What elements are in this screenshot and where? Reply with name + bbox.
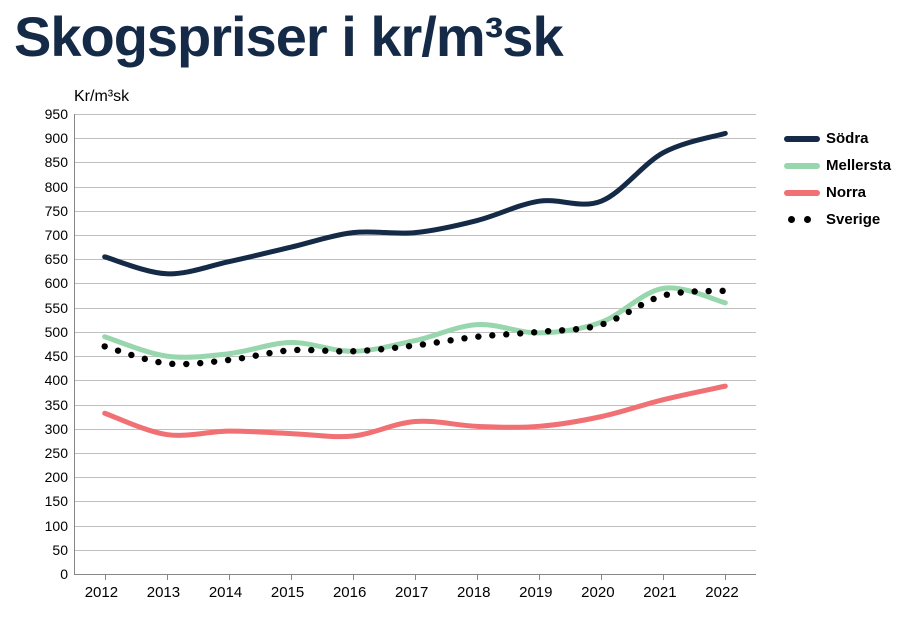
x-tick-label: 2021 <box>643 584 676 601</box>
chart-title: Skogspriser i kr/m³sk <box>14 4 563 69</box>
y-axis-label: Kr/m³sk <box>74 88 129 106</box>
y-tick-label: 100 <box>26 518 68 534</box>
x-tick-label: 2019 <box>519 584 552 601</box>
legend-label: Södra <box>826 130 869 147</box>
x-tick-label: 2016 <box>333 584 366 601</box>
series-mellersta <box>105 288 726 357</box>
y-tick-label: 800 <box>26 179 68 195</box>
y-tick-label: 350 <box>26 397 68 413</box>
legend-label: Norra <box>826 184 866 201</box>
legend-item-mellersta: Mellersta <box>784 157 891 174</box>
y-tick-label: 950 <box>26 106 68 122</box>
legend-item-sodra: Södra <box>784 130 891 147</box>
legend-swatch <box>784 215 820 225</box>
y-tick-label: 400 <box>26 372 68 388</box>
y-tick-label: 750 <box>26 203 68 219</box>
series-norra <box>105 386 726 436</box>
legend: Södra Mellersta Norra Sverige <box>784 130 891 238</box>
x-tick-label: 2015 <box>271 584 304 601</box>
x-tick-label: 2017 <box>395 584 428 601</box>
plot-area <box>74 114 756 574</box>
legend-swatch <box>784 136 820 142</box>
page: Skogspriser i kr/m³sk Kr/m³sk 0 50 100 150 2… <box>0 0 918 632</box>
y-tick-label: 50 <box>26 542 68 558</box>
legend-swatch <box>784 190 820 196</box>
x-axis-line <box>74 574 756 575</box>
legend-label: Mellersta <box>826 157 891 174</box>
x-tick-label: 2022 <box>705 584 738 601</box>
x-tick-label: 2013 <box>147 584 180 601</box>
y-tick-label: 550 <box>26 300 68 316</box>
x-tick-label: 2014 <box>209 584 242 601</box>
y-tick-label: 900 <box>26 130 68 146</box>
x-tick-label: 2018 <box>457 584 490 601</box>
legend-label: Sverige <box>826 211 880 228</box>
series-sodra <box>105 133 726 273</box>
y-tick-label: 300 <box>26 421 68 437</box>
legend-item-norra: Norra <box>784 184 891 201</box>
y-tick-label: 500 <box>26 324 68 340</box>
y-tick-label: 200 <box>26 469 68 485</box>
x-tick-label: 2020 <box>581 584 614 601</box>
legend-swatch <box>784 163 820 169</box>
y-tick-label: 850 <box>26 154 68 170</box>
legend-item-sverige: Sverige <box>784 211 891 228</box>
x-tick-label: 2012 <box>85 584 118 601</box>
y-tick-label: 0 <box>26 566 68 582</box>
y-tick-label: 450 <box>26 348 68 364</box>
y-tick-label: 650 <box>26 251 68 267</box>
y-tick-label: 600 <box>26 275 68 291</box>
y-tick-label: 250 <box>26 445 68 461</box>
y-tick-label: 700 <box>26 227 68 243</box>
y-tick-label: 150 <box>26 493 68 509</box>
